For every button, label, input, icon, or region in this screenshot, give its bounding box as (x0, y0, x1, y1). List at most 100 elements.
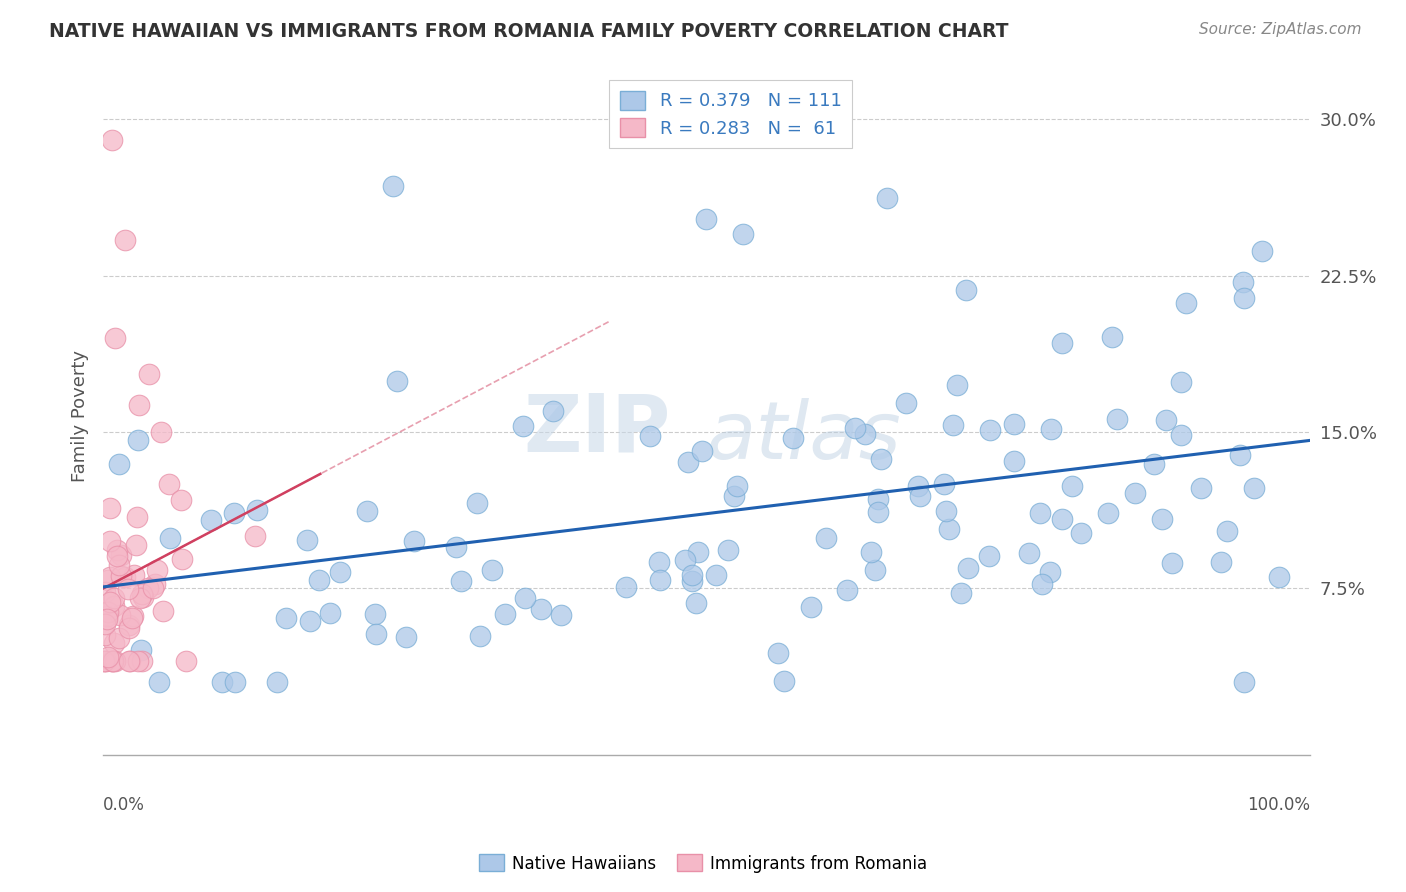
Point (723, 488, 745, 502)
Y-axis label: Family Poverty: Family Poverty (72, 351, 89, 483)
Text: Source: ZipAtlas.com: Source: ZipAtlas.com (1198, 22, 1361, 37)
Legend: Native Hawaiians, Immigrants from Romania: Native Hawaiians, Immigrants from Romani… (472, 847, 934, 880)
Point (319, 606, 342, 620)
Point (131, 655, 153, 669)
Point (690, 444, 713, 458)
Point (1170, 376, 1192, 390)
Point (946, 377, 969, 392)
Point (246, 502, 269, 516)
Point (648, 574, 671, 588)
Point (1097, 506, 1119, 520)
Point (1105, 411, 1128, 425)
Point (1243, 481, 1265, 495)
Point (512, 419, 534, 434)
Point (143, 577, 166, 591)
Point (170, 492, 193, 507)
Point (97, 650, 120, 665)
Point (101, 655, 124, 669)
Point (96, 655, 118, 669)
Text: 100.0%: 100.0% (1247, 796, 1310, 814)
Point (1232, 275, 1254, 289)
Point (93, 655, 115, 669)
Point (274, 611, 297, 625)
Point (686, 545, 709, 559)
Point (96, 612, 118, 626)
Point (125, 538, 148, 552)
Point (132, 590, 155, 604)
Point (773, 673, 796, 688)
Point (145, 563, 167, 577)
Point (870, 451, 893, 466)
Point (938, 522, 960, 536)
Point (356, 504, 378, 518)
Point (932, 476, 955, 491)
Point (541, 404, 564, 418)
Point (104, 331, 127, 345)
Point (103, 655, 125, 669)
Point (1018, 546, 1040, 560)
Point (1101, 330, 1123, 344)
Point (104, 655, 127, 669)
Point (907, 479, 929, 493)
Point (1060, 479, 1083, 493)
Point (105, 543, 128, 558)
Point (93, 616, 115, 631)
Point (299, 615, 322, 629)
Point (387, 374, 409, 388)
Point (444, 541, 467, 555)
Point (121, 611, 143, 625)
Point (979, 424, 1001, 438)
Point (98, 569, 121, 583)
Point (224, 506, 246, 520)
Point (616, 580, 638, 594)
Point (515, 591, 537, 606)
Point (935, 503, 957, 517)
Point (876, 191, 898, 205)
Point (766, 647, 789, 661)
Text: atlas: atlas (706, 398, 901, 475)
Point (1211, 555, 1233, 569)
Point (868, 505, 890, 519)
Point (1216, 524, 1239, 538)
Text: NATIVE HAWAIIAN VS IMMIGRANTS FROM ROMANIA FAMILY POVERTY CORRELATION CHART: NATIVE HAWAIIAN VS IMMIGRANTS FROM ROMAN… (49, 22, 1008, 41)
Point (494, 607, 516, 621)
Point (94, 585, 117, 599)
Point (1250, 244, 1272, 258)
Point (125, 509, 148, 524)
Point (704, 568, 727, 582)
Point (853, 426, 876, 441)
Point (295, 533, 318, 547)
Point (136, 581, 159, 595)
Point (118, 655, 141, 669)
Point (782, 430, 804, 444)
Point (1028, 506, 1050, 520)
Point (1143, 457, 1166, 471)
Point (98, 595, 121, 609)
Point (118, 621, 141, 635)
Point (1152, 512, 1174, 526)
Point (866, 491, 889, 506)
Point (127, 433, 149, 447)
Point (673, 553, 696, 567)
Point (328, 565, 350, 579)
Point (1189, 481, 1212, 495)
Point (114, 570, 136, 584)
Text: ZIP: ZIP (523, 391, 671, 469)
Point (100, 500, 122, 515)
Point (863, 563, 886, 577)
Point (103, 599, 125, 614)
Point (118, 617, 141, 632)
Point (245, 529, 267, 543)
Point (395, 630, 418, 644)
Point (550, 607, 572, 622)
Point (142, 581, 165, 595)
Point (1161, 557, 1184, 571)
Point (955, 283, 977, 297)
Point (107, 549, 129, 564)
Point (1123, 486, 1146, 500)
Point (107, 631, 129, 645)
Point (128, 398, 150, 412)
Point (100, 133, 122, 147)
Point (364, 627, 387, 641)
Point (695, 212, 717, 227)
